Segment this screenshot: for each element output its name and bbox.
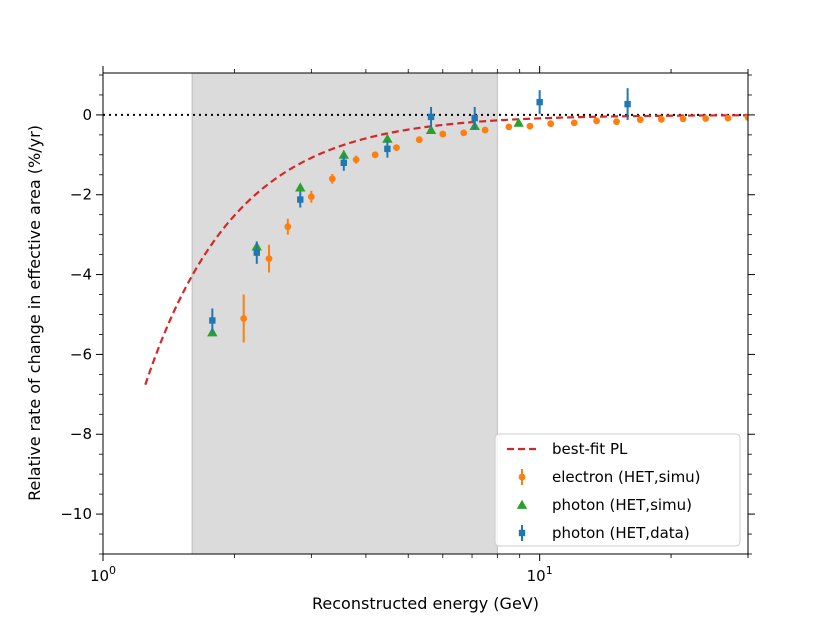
- data-point: [481, 126, 489, 134]
- data-point: [427, 113, 435, 121]
- legend-label: photon (HET,simu): [552, 496, 692, 514]
- data-point: [536, 98, 543, 106]
- data-point: [425, 124, 437, 134]
- y-tick-label: −2: [70, 186, 92, 204]
- data-point: [328, 175, 336, 183]
- data-point: [724, 114, 732, 122]
- data-point: [209, 317, 216, 324]
- legend-label: photon (HET,data): [552, 524, 690, 542]
- data-point: [460, 129, 468, 137]
- data-point: [744, 113, 748, 121]
- data-point: [415, 136, 423, 144]
- plot-frame: [102, 72, 749, 555]
- y-tick-label: −8: [70, 425, 92, 443]
- data-point: [613, 118, 620, 126]
- series-2: [209, 88, 631, 333]
- data-point: [371, 151, 379, 159]
- data-point: [338, 149, 349, 159]
- x-axis-label: Reconstructed energy (GeV): [312, 594, 539, 613]
- y-tick-label: 0: [82, 106, 92, 124]
- x-tick-label: 100: [90, 564, 116, 585]
- data-point: [307, 193, 315, 201]
- data-point: [297, 196, 304, 203]
- legend-box: [494, 433, 741, 547]
- data-point: [439, 130, 447, 138]
- data-point: [679, 115, 687, 123]
- legend-label: best-fit PL: [552, 440, 628, 458]
- y-tick-label: −6: [70, 345, 92, 363]
- data-point: [570, 119, 578, 127]
- data-point: [702, 115, 710, 122]
- series-0: [240, 113, 748, 343]
- y-axis-label: Relative rate of change in effective are…: [25, 125, 44, 501]
- data-point: [393, 144, 400, 152]
- data-point: [284, 223, 292, 231]
- data-point: [513, 117, 524, 127]
- y-tick-label: −10: [60, 505, 92, 523]
- data-point: [384, 145, 391, 153]
- data-point: [624, 100, 631, 108]
- data-point: [547, 120, 555, 128]
- data-point: [636, 116, 644, 124]
- legend-handle-marker: [518, 473, 526, 481]
- data-point: [471, 114, 478, 122]
- legend-handle-marker: [518, 529, 526, 537]
- data-point: [265, 255, 273, 263]
- data-point: [253, 249, 260, 256]
- data-point: [340, 159, 347, 167]
- y-tick-label: −4: [70, 266, 92, 284]
- best-fit-curve: [144, 114, 748, 386]
- data-point: [352, 156, 360, 164]
- legend-label: electron (HET,simu): [552, 468, 701, 486]
- data-point: [593, 117, 600, 125]
- data-point: [240, 315, 248, 322]
- data-point: [526, 122, 534, 130]
- data-point: [657, 115, 665, 123]
- data-point: [505, 123, 513, 131]
- data-point: [382, 133, 393, 143]
- legend-handle-marker: [516, 499, 528, 509]
- x-tick-label: 101: [527, 564, 553, 585]
- data-point: [295, 182, 306, 192]
